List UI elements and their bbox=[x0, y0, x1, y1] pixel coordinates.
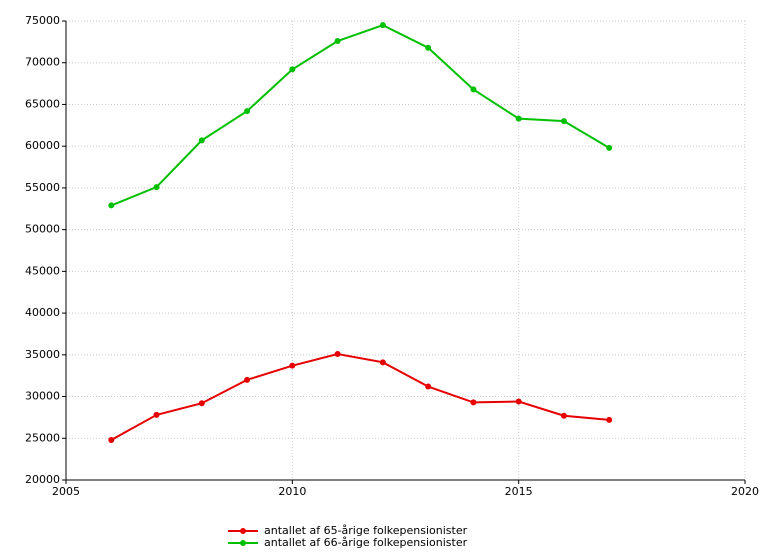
point bbox=[379, 22, 386, 29]
y-tick-label: 45000 bbox=[25, 264, 60, 277]
x-tick-label: 2005 bbox=[52, 485, 80, 498]
point bbox=[470, 399, 477, 406]
point bbox=[289, 362, 296, 369]
y-tick-label: 75000 bbox=[25, 14, 60, 27]
point bbox=[108, 436, 115, 443]
y-tick-label: 25000 bbox=[25, 431, 60, 444]
y-tick-label: 50000 bbox=[25, 223, 60, 236]
y-tick-label: 30000 bbox=[25, 390, 60, 403]
y-tick-label: 70000 bbox=[25, 56, 60, 69]
point bbox=[425, 383, 432, 390]
point bbox=[108, 202, 115, 209]
series-line bbox=[110, 24, 610, 207]
x-tick-label: 2010 bbox=[278, 485, 306, 498]
point bbox=[515, 398, 522, 405]
point bbox=[425, 44, 432, 51]
point bbox=[334, 350, 341, 357]
y-tick-label: 55000 bbox=[25, 181, 60, 194]
x-tick-label: 2020 bbox=[731, 485, 759, 498]
point bbox=[560, 412, 567, 419]
point bbox=[153, 184, 160, 191]
point bbox=[244, 108, 251, 115]
y-tick-label: 35000 bbox=[25, 348, 60, 361]
point bbox=[198, 400, 205, 407]
point bbox=[244, 376, 251, 383]
point bbox=[560, 118, 567, 125]
point bbox=[379, 359, 386, 366]
point bbox=[153, 411, 160, 418]
y-tick-label: 20000 bbox=[25, 473, 60, 486]
point bbox=[606, 416, 613, 423]
point bbox=[334, 38, 341, 45]
point bbox=[289, 66, 296, 73]
y-tick-label: 40000 bbox=[25, 306, 60, 319]
legend-marker bbox=[240, 540, 246, 546]
point bbox=[198, 137, 205, 144]
series-line bbox=[110, 352, 610, 441]
y-tick-label: 60000 bbox=[25, 139, 60, 152]
legend-label: antallet af 65-årige folkepensionister bbox=[264, 524, 468, 537]
legend-label: antallet af 66-årige folkepensionister bbox=[264, 536, 468, 549]
point bbox=[515, 115, 522, 122]
point bbox=[470, 86, 477, 93]
x-tick-label: 2015 bbox=[505, 485, 533, 498]
y-tick-label: 65000 bbox=[25, 97, 60, 110]
legend-marker bbox=[240, 528, 246, 534]
point bbox=[606, 144, 613, 151]
